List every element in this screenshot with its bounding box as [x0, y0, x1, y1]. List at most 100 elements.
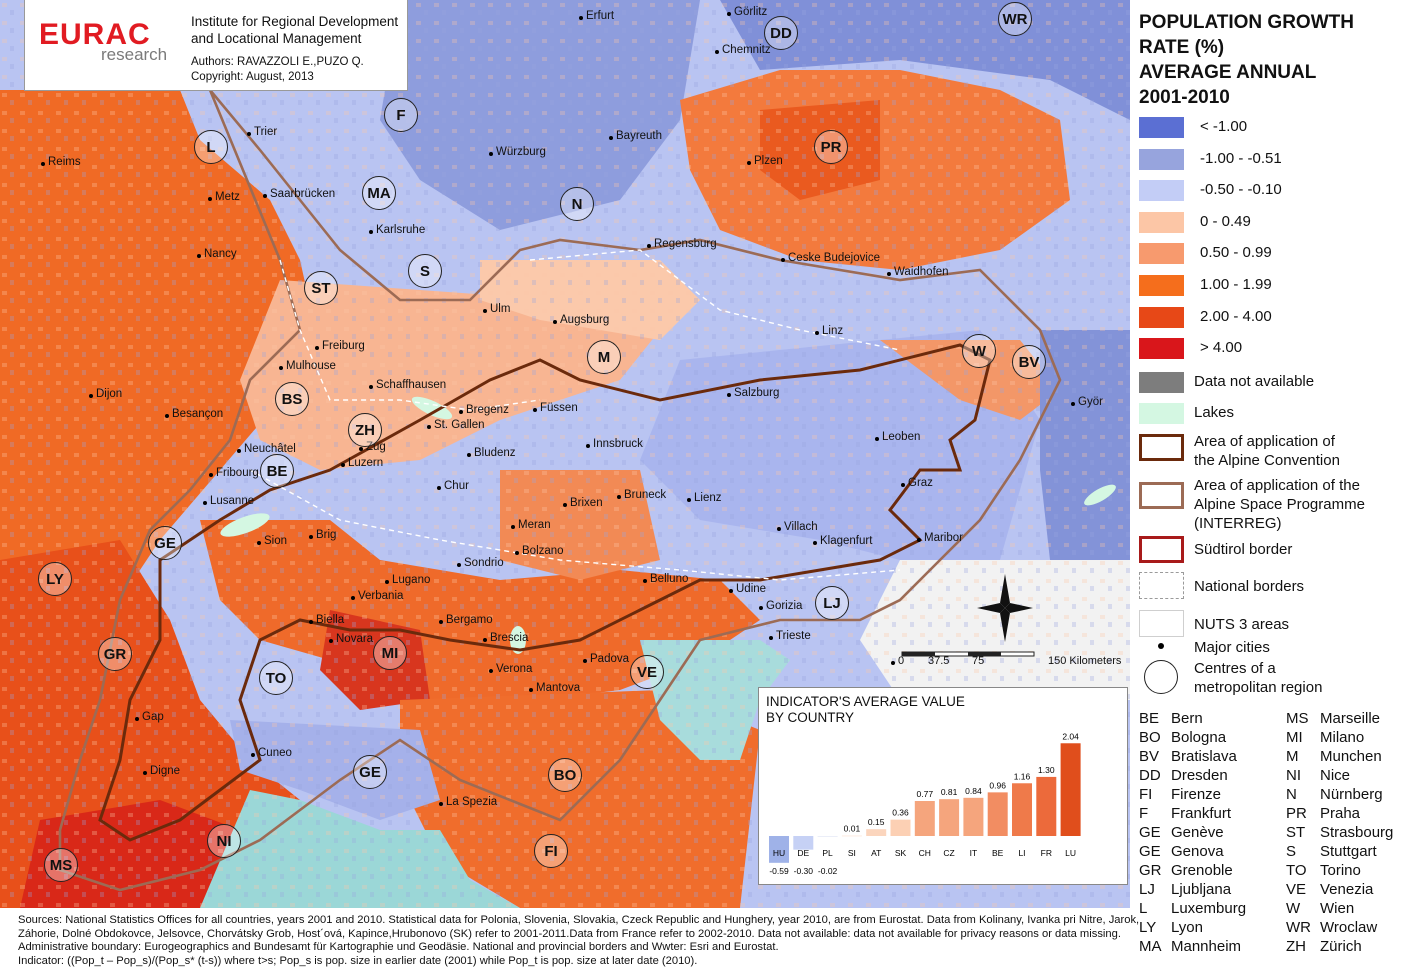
metro-centre-marker: N	[560, 187, 594, 221]
category-label-HU: HU	[773, 848, 785, 858]
abbreviation-entry: TO Torino	[1286, 862, 1361, 879]
country-chart-panel: INDICATOR'S AVERAGE VALUE BY COUNTRY -0.…	[758, 687, 1128, 885]
city-label: Reims	[41, 156, 81, 168]
category-label-LU: LU	[1065, 848, 1076, 858]
city-label: Würzburg	[489, 146, 546, 158]
alpine-convention-border	[98, 343, 992, 842]
city-label: Leoben	[874, 431, 921, 443]
abbreviation-code: GE	[1139, 824, 1161, 841]
abbreviation-name: Nürnberg	[1320, 786, 1383, 803]
abbreviation-entry: NI Nice	[1286, 767, 1350, 784]
abbreviation-entry: MI Milano	[1286, 729, 1364, 746]
abbreviation-entry: GR Grenoble	[1139, 862, 1233, 879]
scale-bar	[901, 651, 1035, 657]
value-label-DE: -0.30	[794, 866, 814, 876]
bar-LI	[1012, 783, 1032, 836]
chart-title: INDICATOR'S AVERAGE VALUE BY COUNTRY	[766, 694, 965, 725]
category-label-BE: BE	[992, 848, 1004, 858]
category-label-CH: CH	[919, 848, 931, 858]
abbreviation-entry: PR Praha	[1286, 805, 1360, 822]
abbreviation-code: GR	[1139, 862, 1162, 879]
legend-label-alpine-convention: Area of application of the Alpine Conven…	[1194, 433, 1340, 469]
category-label-AT: AT	[871, 848, 881, 858]
abbreviation-code: N	[1286, 786, 1297, 803]
value-label-PL: -0.02	[818, 866, 838, 876]
lake-geneva	[220, 513, 270, 537]
city-label: Sondrio	[457, 557, 504, 569]
city-label: La Spezia	[438, 796, 498, 808]
abbreviation-code: LJ	[1139, 881, 1155, 898]
scale-tick-0: 0	[890, 655, 905, 667]
city-label: Udine	[728, 583, 767, 595]
city-label: Fribourg	[209, 467, 259, 479]
city-label: Bergamo	[439, 614, 493, 626]
metro-centre-marker: BO	[548, 758, 582, 792]
abbreviation-entry: ST Strasbourg	[1286, 824, 1393, 841]
abbreviation-code: LY	[1139, 919, 1157, 936]
legend-label: > 4.00	[1200, 339, 1243, 357]
metro-centre-marker: ZH	[348, 413, 382, 447]
metro-centre-marker: S	[408, 254, 442, 288]
city-label: Luzern	[340, 457, 384, 469]
metro-centre-marker: LY	[38, 562, 72, 596]
header-panel: EURAC research Institute for Regional De…	[24, 0, 408, 91]
abbreviation-entry: GE Genève	[1139, 824, 1224, 841]
abbreviation-name: Munchen	[1320, 748, 1382, 765]
scale-tick-75: 75	[972, 655, 985, 667]
metro-centre-marker: M	[587, 340, 621, 374]
city-label: Neuchâtel	[237, 443, 296, 455]
metro-circle-icon	[1144, 660, 1178, 694]
bar-IT	[963, 797, 984, 836]
legend-label: 1.00 - 1.99	[1200, 276, 1272, 293]
metro-centre-marker: MA	[362, 176, 396, 210]
lake-garda	[510, 626, 526, 654]
legend-swatch	[1139, 338, 1184, 360]
scale-tick-37: 37.5	[928, 655, 950, 667]
abbreviation-code: ZH	[1286, 938, 1306, 955]
abbreviation-name: Lyon	[1171, 919, 1203, 936]
legend-label: Lakes	[1194, 404, 1235, 422]
abbreviation-code: F	[1139, 805, 1149, 822]
metro-centre-marker: L	[194, 130, 228, 164]
city-label: Gorizia	[758, 600, 803, 612]
abbreviation-code: GE	[1139, 843, 1161, 860]
legend-swatch	[1139, 148, 1184, 170]
abbreviation-name: Bratislava	[1171, 748, 1237, 765]
city-label: Chemnitz	[715, 44, 771, 56]
legend-swatch	[1139, 403, 1184, 425]
legend-title-line: POPULATION GROWTH	[1139, 12, 1354, 33]
metro-centre-marker: GE	[148, 526, 182, 560]
lake-constance	[411, 396, 453, 420]
city-label: Salzburg	[726, 387, 780, 399]
footer-line: Administrative boundary: Eurogeographics…	[18, 941, 779, 954]
bar-SK	[890, 819, 911, 836]
value-label-HU: -0.59	[769, 866, 789, 876]
abbreviation-name: Venezia	[1320, 881, 1374, 898]
abbreviation-name: Luxemburg	[1171, 900, 1247, 917]
abbreviation-code: MI	[1286, 729, 1303, 746]
city-label: Erfurt	[578, 10, 615, 22]
major-city-dot-icon	[1158, 643, 1164, 649]
institute-line-1: Institute for Regional Development	[191, 14, 399, 29]
metro-centre-marker: NI	[207, 824, 241, 858]
category-label-DE: DE	[797, 848, 809, 858]
abbreviation-entry: BV Bratislava	[1139, 748, 1237, 765]
abbreviation-name: Strasbourg	[1320, 824, 1394, 841]
city-label: Lienz	[687, 492, 722, 504]
footer-line: Indicator: ((Pop_t – Pop_s)/(Pop_s* (t-s…	[18, 954, 698, 967]
legend-swatch-nuts3	[1139, 610, 1184, 637]
city-label: Brig	[308, 529, 337, 541]
city-label: Lugano	[384, 574, 431, 586]
city-label: Bayreuth	[608, 130, 663, 142]
legend-label-suedtirol: Südtirol border	[1194, 541, 1293, 558]
institute-line-2: and Locational Management	[191, 31, 362, 46]
city-label: Villach	[777, 521, 818, 533]
city-label: St. Gallen	[427, 419, 485, 431]
abbreviation-name: Frankfurt	[1171, 805, 1232, 822]
city-label: Brixen	[563, 497, 603, 509]
legend-swatch-alpine-convention	[1139, 434, 1184, 461]
abbreviation-entry: M Munchen	[1286, 748, 1382, 765]
city-label: Novara	[328, 633, 374, 645]
category-label-IT: IT	[970, 848, 978, 858]
abbreviation-code: NI	[1286, 767, 1301, 784]
